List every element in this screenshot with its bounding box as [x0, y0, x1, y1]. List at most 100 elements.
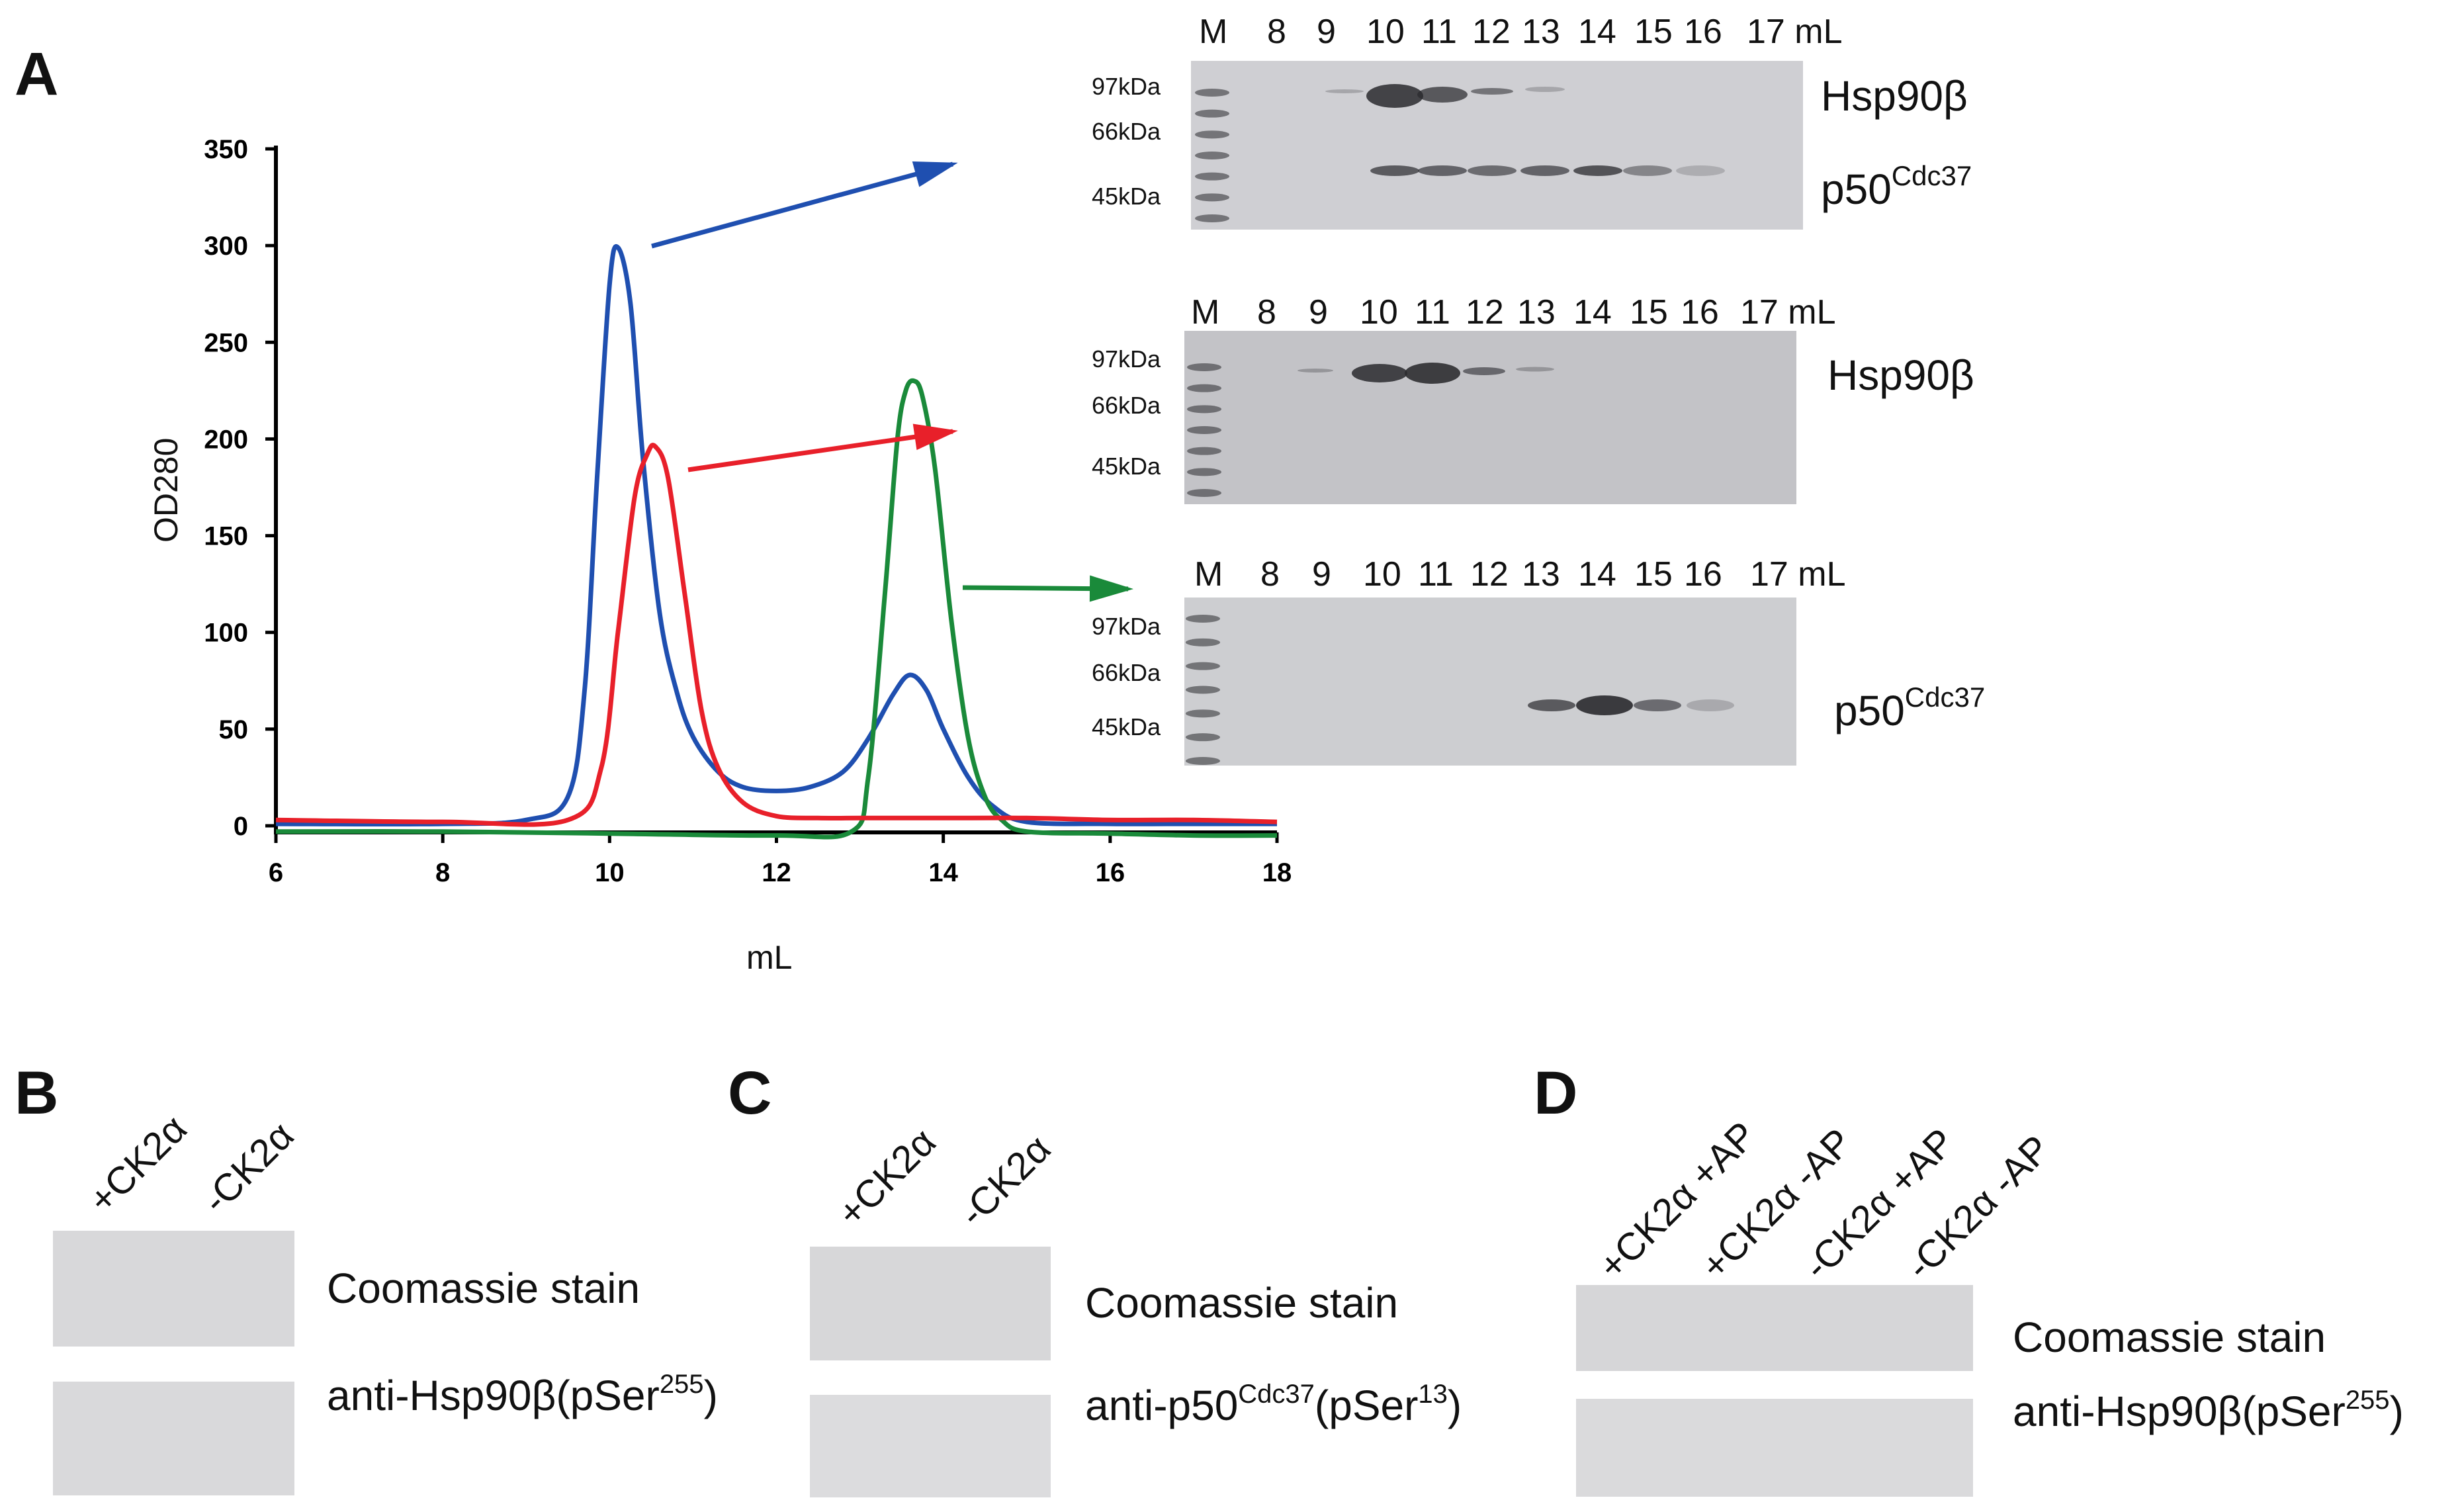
- gel-1-protein-p50: p50Cdc37: [1821, 160, 1972, 213]
- blue-arrow-shaft: [651, 161, 953, 249]
- chart-series: [275, 244, 1278, 840]
- y-tick-label: 100: [204, 619, 248, 648]
- gel-3-marker-band: [1186, 662, 1220, 670]
- x-tick-label: 8: [435, 858, 450, 887]
- lane-label: 10: [1366, 13, 1405, 51]
- lane-label: 16: [1684, 13, 1722, 51]
- y-tick-label: 200: [204, 425, 248, 454]
- gel-1-marker-66: 66kDa: [1092, 118, 1161, 145]
- gel-2-marker-band: [1187, 405, 1221, 414]
- gel-2-marker-band: [1187, 363, 1221, 371]
- gel-2: [1184, 331, 1796, 504]
- green-arrow-head: [1089, 575, 1133, 602]
- lane-label: 11: [1418, 555, 1454, 594]
- gel-3-marker-45: 45kDa: [1092, 713, 1161, 740]
- gel-2-hsp90-band: [1298, 369, 1333, 373]
- series-line-1: [275, 443, 1278, 827]
- gel-1-marker-band: [1195, 89, 1229, 97]
- gel-2-marker-band: [1187, 489, 1221, 497]
- gel-3-marker-band: [1186, 757, 1220, 765]
- gel-2-marker-45: 45kDa: [1092, 453, 1161, 480]
- gel-1-p50-band: [1623, 165, 1672, 176]
- gel-2-hsp90-band: [1405, 363, 1460, 384]
- gel-3-marker-band: [1186, 733, 1220, 742]
- lane-label: 9: [1309, 293, 1328, 332]
- gel-1-protein-hsp90: Hsp90β: [1821, 72, 1968, 120]
- lane-label: 13: [1522, 13, 1560, 51]
- gel-2-protein-hsp90: Hsp90β: [1827, 351, 1974, 399]
- lane-label: M: [1191, 293, 1220, 332]
- gel-1-hsp90-band: [1471, 88, 1513, 95]
- lane-label: 10: [1360, 293, 1398, 332]
- lane-label: 14: [1573, 293, 1612, 332]
- lane-label: 15: [1634, 555, 1673, 594]
- series-line-0: [275, 244, 1277, 827]
- lane-label: M: [1199, 13, 1228, 51]
- red-arrow-shaft: [687, 429, 953, 472]
- lane-label: 8: [1260, 555, 1280, 594]
- gel-1-marker-band: [1195, 172, 1229, 181]
- x-tick-label: 10: [595, 858, 625, 887]
- panel-label-a: A: [15, 40, 59, 108]
- gel-1-p50-band: [1370, 165, 1419, 176]
- lane-label: 15: [1630, 293, 1668, 332]
- lane-label: 9: [1312, 555, 1331, 594]
- lane-label: 8: [1267, 13, 1286, 51]
- y-tick-label: 300: [204, 232, 248, 261]
- gel-1-marker-band: [1195, 109, 1229, 118]
- gel-1-p50-band: [1418, 165, 1467, 176]
- d-coomassie-label: Coomassie stain: [2013, 1313, 2326, 1361]
- lane-label: 10: [1363, 555, 1401, 594]
- lane-label: 16: [1684, 555, 1722, 594]
- gel-2-hsp90-band: [1516, 367, 1554, 372]
- gel-3-p50-band: [1576, 695, 1633, 715]
- gel-1-hsp90-band: [1417, 87, 1468, 103]
- gel-2-marker-97: 97kDa: [1092, 345, 1161, 373]
- d-coomassie-blot: [1576, 1285, 1973, 1371]
- gel-1-hsp90-band: [1525, 87, 1565, 92]
- b-western-blot: [53, 1382, 294, 1495]
- gel-3-marker-97: 97kDa: [1092, 613, 1161, 640]
- x-tick-label: 16: [1096, 858, 1125, 887]
- gel-3-marker-band: [1186, 686, 1220, 694]
- lane-label: 12: [1472, 13, 1511, 51]
- gel-3-marker-band: [1186, 638, 1220, 646]
- gel-1-marker-band: [1195, 193, 1229, 202]
- y-tick-label: 350: [204, 135, 248, 164]
- gel-1-hsp90-band: [1366, 84, 1423, 108]
- gel-2-marker-band: [1187, 426, 1221, 434]
- blue-arrow-head: [912, 161, 958, 187]
- series-line-2: [275, 378, 1278, 840]
- gel-1-marker-band: [1195, 152, 1229, 159]
- gel-3-protein-p50: p50Cdc37: [1834, 682, 1986, 734]
- gel-2-marker-band: [1187, 384, 1221, 392]
- gel-2-marker-band: [1187, 468, 1221, 476]
- gel-3-marker-band: [1186, 709, 1220, 718]
- gel-1-marker-45: 45kDa: [1092, 183, 1161, 210]
- d-antibody-label: anti-Hsp90β(pSer255): [2013, 1386, 2404, 1435]
- b-coomassie-label: Coomassie stain: [327, 1264, 640, 1312]
- x-axis-label: mL: [746, 939, 793, 976]
- lane-label: 13: [1522, 555, 1560, 594]
- d-western-blot: [1576, 1399, 1973, 1497]
- gel-3-p50-band: [1528, 699, 1575, 711]
- gel-1-p50-band: [1520, 165, 1569, 176]
- y-tick-label: 150: [204, 522, 248, 551]
- lane-label: 17 mL: [1750, 555, 1846, 594]
- lane-label: 15: [1634, 13, 1673, 51]
- c-coomassie-label: Coomassie stain: [1085, 1279, 1399, 1327]
- lane-label: 12: [1470, 555, 1509, 594]
- gel-2-marker-band: [1187, 447, 1221, 455]
- lane-label: 9: [1317, 13, 1336, 51]
- lane-label: 8: [1257, 293, 1276, 332]
- gel-2-hsp90-band: [1463, 367, 1505, 375]
- gel-3-marker-band: [1186, 615, 1220, 623]
- lane-label: 17 mL: [1740, 293, 1836, 332]
- x-tick-label: 12: [762, 858, 791, 887]
- c-coomassie-blot: [810, 1247, 1051, 1360]
- y-tick-label: 250: [204, 328, 248, 357]
- b-coomassie-blot: [53, 1231, 294, 1347]
- lane-label: 11: [1415, 293, 1450, 332]
- y-tick-label: 50: [219, 715, 249, 744]
